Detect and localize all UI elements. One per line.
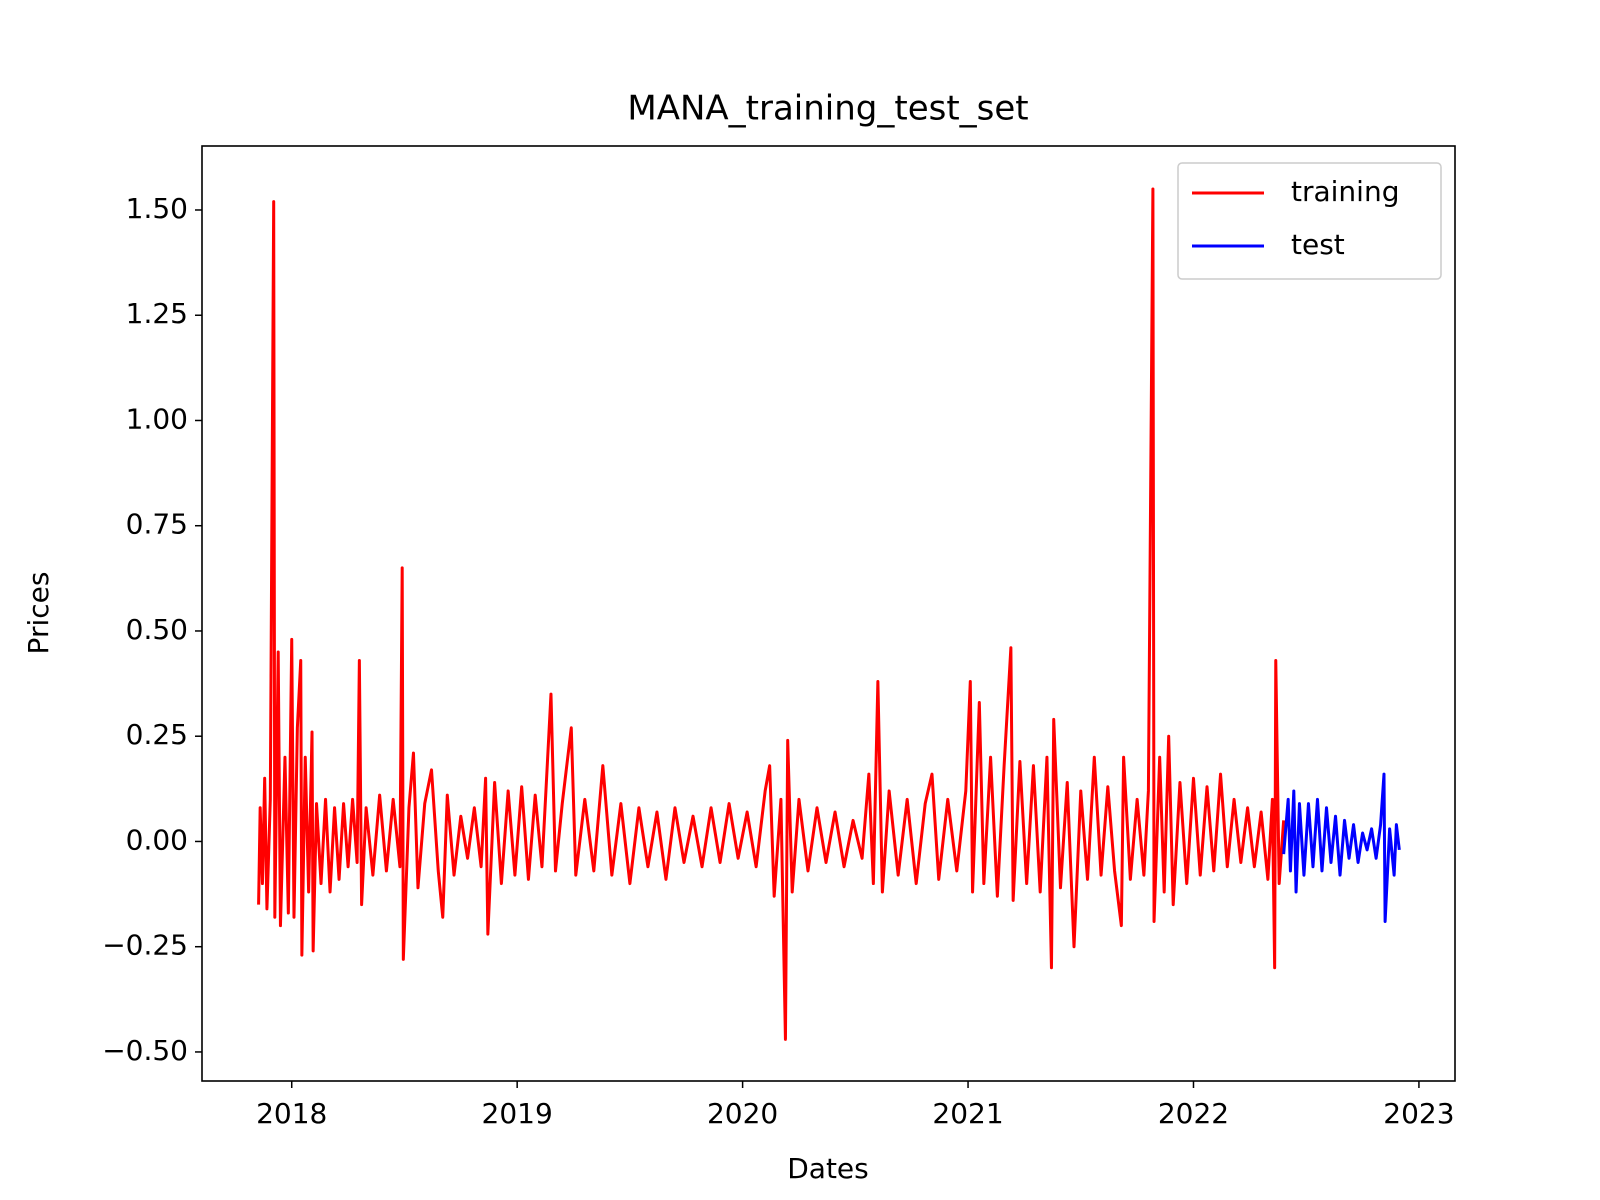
y-axis-label: Prices [22,572,55,655]
y-tick-label: 0.00 [126,823,188,856]
x-tick-label: 2020 [707,1097,778,1130]
y-tick-label: 1.25 [126,297,188,330]
legend-label: training [1291,175,1399,208]
y-tick-label: 1.00 [126,402,188,435]
x-tick-label: 2021 [932,1097,1003,1130]
x-tick-label: 2023 [1383,1097,1454,1130]
x-axis-label: Dates [787,1152,869,1185]
x-tick-label: 2019 [482,1097,553,1130]
x-tick-label: 2018 [256,1097,327,1130]
series-line [1282,772,1401,923]
y-tick-label: 1.50 [126,192,188,225]
y-tick-label: 0.25 [126,718,188,751]
y-tick-label: 0.50 [126,613,188,646]
y-tick-label: −0.25 [102,929,188,962]
series-line [257,187,1286,1041]
x-tick-label: 2022 [1158,1097,1229,1130]
plot-frame [201,145,1456,1082]
y-tick-label: 0.75 [126,508,188,541]
y-tick-label: −0.50 [102,1034,188,1067]
chart-title: MANA_training_test_set [627,89,1028,129]
legend-label: test [1291,228,1345,261]
